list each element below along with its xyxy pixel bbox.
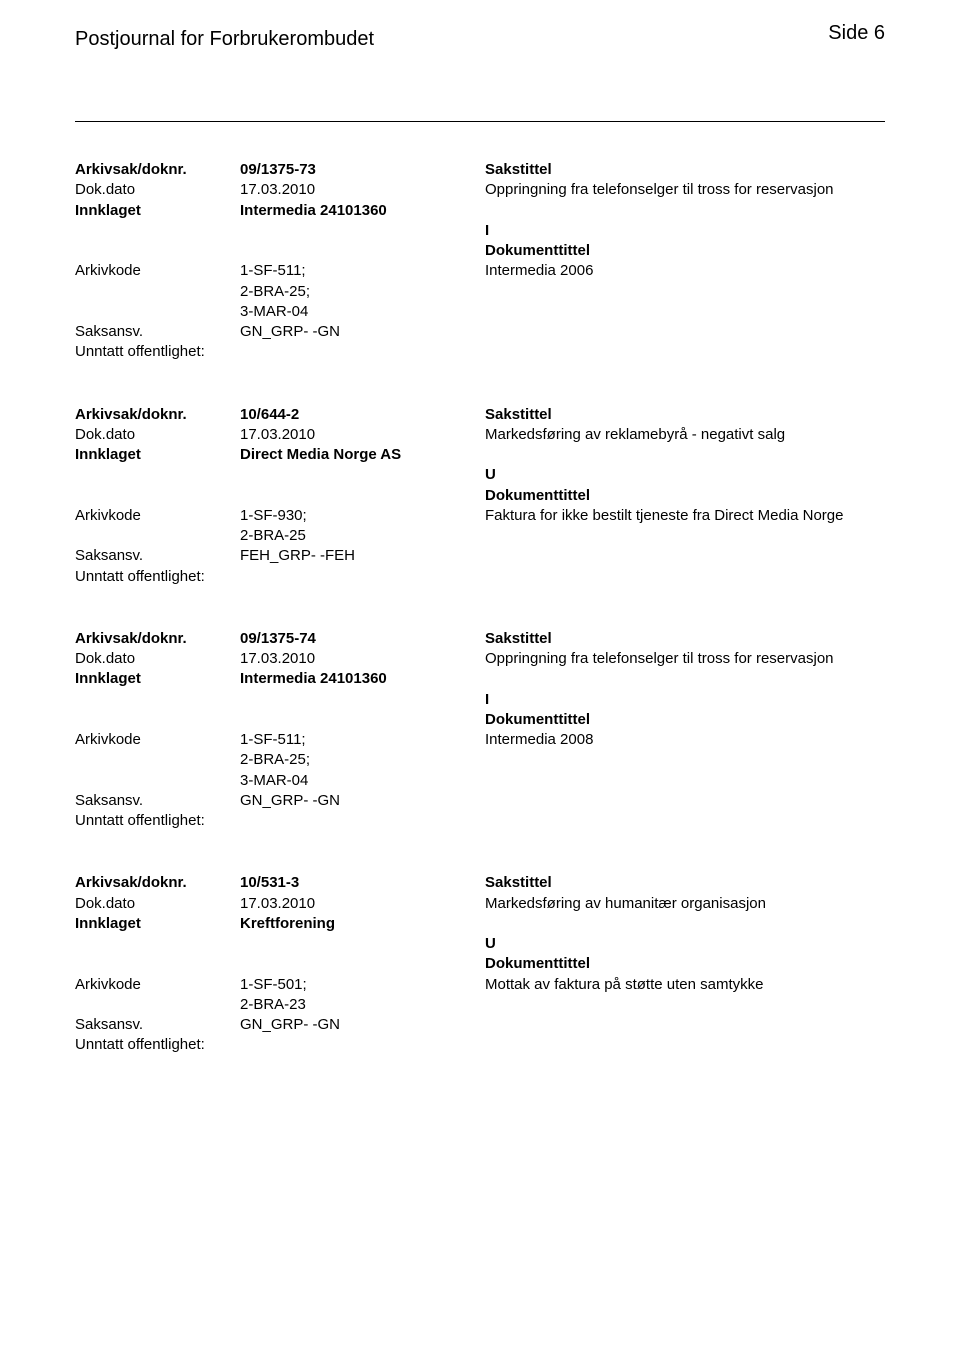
value-dokumenttittel: Intermedia 2008 [485, 730, 885, 750]
label-arkivkode: Arkivkode [75, 506, 240, 526]
journal-entry: Arkivsak/doknr. 09/1375-74 Sakstittel Do… [75, 629, 885, 832]
label-dokdato: Dok.dato [75, 649, 240, 669]
label-sakstittel: Sakstittel [485, 405, 885, 425]
label-arkivsak: Arkivsak/doknr. [75, 405, 240, 425]
label-saksansv: Saksansv. [75, 1015, 240, 1035]
label-sakstittel: Sakstittel [485, 629, 885, 649]
journal-title: Postjournal for Forbrukerombudet [75, 28, 374, 51]
label-arkivsak: Arkivsak/doknr. [75, 873, 240, 893]
value-sakstittel: Markedsføring av humanitær organisasjon [485, 894, 885, 914]
label-arkivkode: Arkivkode [75, 261, 240, 281]
value-direction: I [485, 690, 885, 710]
label-sakstittel: Sakstittel [485, 160, 885, 180]
value-innklaget: Direct Media Norge AS [240, 445, 485, 465]
page-header: Postjournal for Forbrukerombudet Side 6 [75, 28, 885, 51]
header-divider [75, 121, 885, 122]
value-innklaget: Intermedia 24101360 [240, 669, 485, 689]
label-arkivsak: Arkivsak/doknr. [75, 160, 240, 180]
value-dokdato: 17.03.2010 [240, 894, 485, 914]
value-sakstittel: Oppringning fra telefonselger til tross … [485, 649, 885, 669]
label-innklaget: Innklaget [75, 669, 240, 689]
value-arkivsak: 10/531-3 [240, 873, 485, 893]
page-number: Side 6 [828, 22, 885, 45]
label-unntatt: Unntatt offentlighet: [75, 811, 205, 831]
label-dokdato: Dok.dato [75, 894, 240, 914]
value-sakstittel: Oppringning fra telefonselger til tross … [485, 180, 885, 200]
label-arkivkode: Arkivkode [75, 975, 240, 995]
label-arkivsak: Arkivsak/doknr. [75, 629, 240, 649]
label-arkivkode: Arkivkode [75, 730, 240, 750]
value-dokdato: 17.03.2010 [240, 180, 485, 200]
value-arkivkode: 1-SF-501; 2-BRA-23 [240, 975, 307, 1016]
journal-entry: Arkivsak/doknr. 10/644-2 Sakstittel Dok.… [75, 405, 885, 587]
label-dokdato: Dok.dato [75, 425, 240, 445]
value-arkivsak: 09/1375-74 [240, 629, 485, 649]
label-saksansv: Saksansv. [75, 322, 240, 342]
journal-entry: Arkivsak/doknr. 10/531-3 Sakstittel Dok.… [75, 873, 885, 1055]
value-saksansv: GN_GRP- -GN [240, 791, 485, 811]
value-innklaget: Intermedia 24101360 [240, 201, 485, 221]
label-dokumenttittel: Dokumenttittel [485, 241, 885, 261]
label-dokumenttittel: Dokumenttittel [485, 710, 885, 730]
value-saksansv: FEH_GRP- -FEH [240, 546, 485, 566]
label-unntatt: Unntatt offentlighet: [75, 567, 205, 587]
value-dokdato: 17.03.2010 [240, 649, 485, 669]
value-arkivsak: 09/1375-73 [240, 160, 485, 180]
label-unntatt: Unntatt offentlighet: [75, 342, 205, 362]
journal-entry: Arkivsak/doknr. 09/1375-73 Sakstittel Do… [75, 160, 885, 363]
value-direction: I [485, 221, 885, 241]
label-saksansv: Saksansv. [75, 791, 240, 811]
label-innklaget: Innklaget [75, 445, 240, 465]
value-dokumenttittel: Intermedia 2006 [485, 261, 885, 281]
label-innklaget: Innklaget [75, 914, 240, 934]
value-saksansv: GN_GRP- -GN [240, 1015, 485, 1035]
label-dokdato: Dok.dato [75, 180, 240, 200]
value-arkivsak: 10/644-2 [240, 405, 485, 425]
value-direction: U [485, 465, 885, 485]
label-sakstittel: Sakstittel [485, 873, 885, 893]
entries-container: Arkivsak/doknr. 09/1375-73 Sakstittel Do… [75, 160, 885, 1056]
label-dokumenttittel: Dokumenttittel [485, 954, 885, 974]
label-unntatt: Unntatt offentlighet: [75, 1035, 205, 1055]
value-direction: U [485, 934, 885, 954]
label-innklaget: Innklaget [75, 201, 240, 221]
label-saksansv: Saksansv. [75, 546, 240, 566]
label-dokumenttittel: Dokumenttittel [485, 486, 885, 506]
value-innklaget: Kreftforening [240, 914, 485, 934]
value-sakstittel: Markedsføring av reklamebyrå - negativt … [485, 425, 885, 445]
value-arkivkode: 1-SF-511; 2-BRA-25; 3-MAR-04 [240, 730, 310, 791]
value-dokdato: 17.03.2010 [240, 425, 485, 445]
value-arkivkode: 1-SF-511; 2-BRA-25; 3-MAR-04 [240, 261, 310, 322]
value-saksansv: GN_GRP- -GN [240, 322, 485, 342]
value-dokumenttittel: Mottak av faktura på støtte uten samtykk… [485, 975, 885, 995]
value-arkivkode: 1-SF-930; 2-BRA-25 [240, 506, 307, 547]
value-dokumenttittel: Faktura for ikke bestilt tjeneste fra Di… [485, 506, 885, 526]
